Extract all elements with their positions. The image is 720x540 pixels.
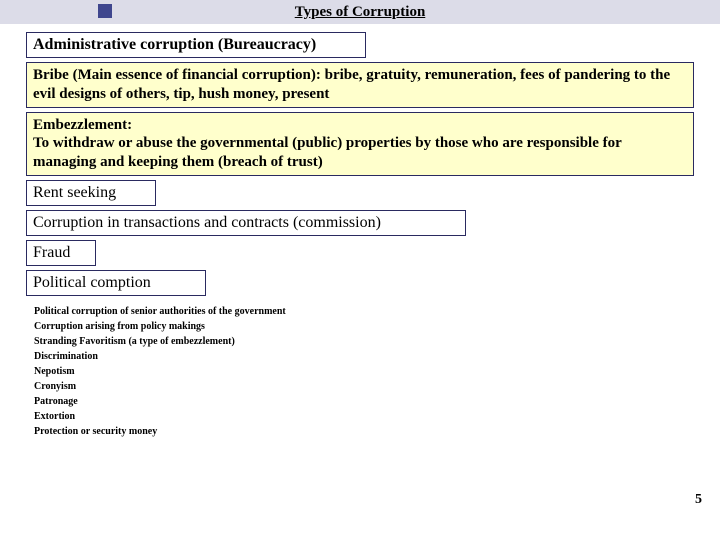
header-accent-square xyxy=(98,4,112,18)
box-transactions: Corruption in transactions and contracts… xyxy=(26,210,466,236)
box-political: Political comption xyxy=(26,270,206,296)
list-item: Nepotism xyxy=(34,366,702,377)
list-item: Political corruption of senior authoriti… xyxy=(34,306,702,317)
list-item: Protection or security money xyxy=(34,426,702,437)
list-item: Discrimination xyxy=(34,351,702,362)
content-area: Administrative corruption (Bureaucracy) … xyxy=(0,24,720,437)
box-rent: Rent seeking xyxy=(26,180,156,206)
page-title: Types of Corruption xyxy=(295,4,426,21)
list-item: Corruption arising from policy makings xyxy=(34,321,702,332)
sub-list: Political corruption of senior authoriti… xyxy=(26,300,702,437)
list-item: Cronyism xyxy=(34,381,702,392)
box-bribe: Bribe (Main essence of financial corrupt… xyxy=(26,62,694,108)
header-bar: Types of Corruption xyxy=(0,0,720,24)
embezzlement-body: To withdraw or abuse the governmental (p… xyxy=(33,135,622,170)
list-item: Stranding Favoritism (a type of embezzle… xyxy=(34,336,702,347)
list-item: Extortion xyxy=(34,411,702,422)
list-item: Patronage xyxy=(34,396,702,407)
box-admin: Administrative corruption (Bureaucracy) xyxy=(26,32,366,58)
box-embezzlement: Embezzlement: To withdraw or abuse the g… xyxy=(26,112,694,176)
embezzlement-title: Embezzlement: xyxy=(33,117,132,133)
box-fraud: Fraud xyxy=(26,240,96,266)
page-number: 5 xyxy=(695,492,702,508)
